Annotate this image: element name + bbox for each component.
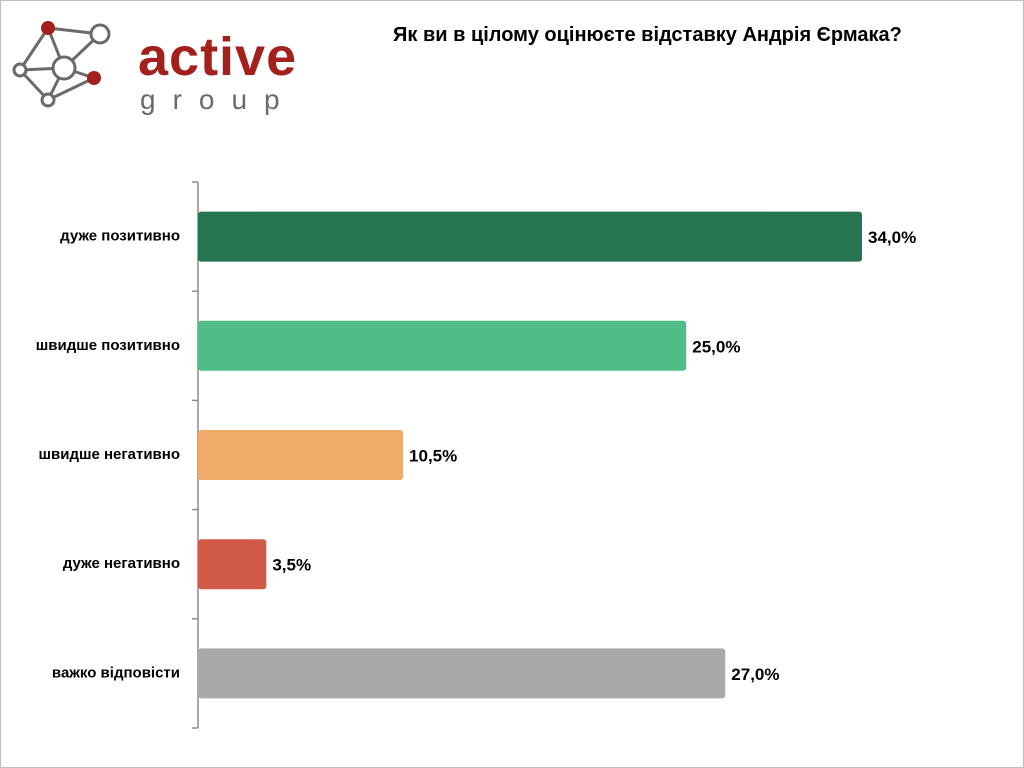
category-label: швидше негативно	[39, 446, 180, 463]
active-group-logo: active group	[8, 12, 308, 115]
value-label: 3,5%	[272, 556, 311, 575]
category-label: швидше позитивно	[36, 337, 180, 354]
value-label: 10,5%	[409, 446, 457, 465]
network-icon	[12, 21, 111, 108]
value-label: 27,0%	[731, 665, 779, 684]
bar	[198, 430, 404, 480]
bar	[198, 211, 862, 262]
value-label: 25,0%	[692, 337, 740, 356]
bar	[198, 320, 687, 371]
category-label: дуже негативно	[63, 555, 180, 572]
logo-wordmark: active	[138, 27, 298, 87]
page-title: Як ви в цілому оцінюєте відставку Андрія…	[393, 24, 902, 46]
bar	[198, 648, 726, 699]
value-label: 34,0%	[868, 228, 916, 247]
category-label: дуже позитивно	[60, 228, 180, 245]
bar	[198, 539, 267, 590]
logo-subtitle: group	[140, 84, 297, 115]
category-label: важко відповісти	[52, 664, 180, 681]
